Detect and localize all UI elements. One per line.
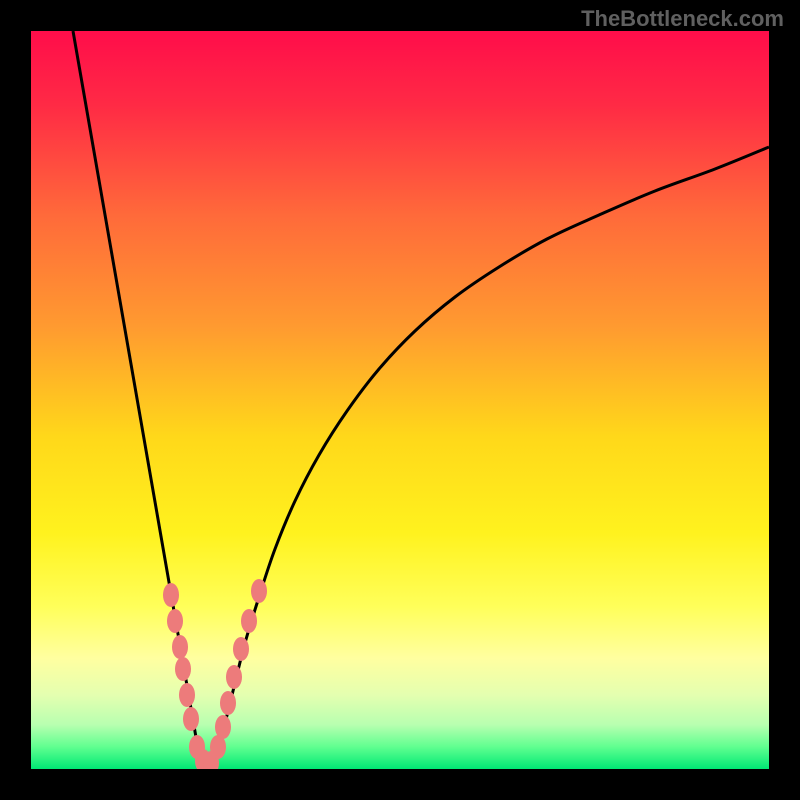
data-marker xyxy=(233,637,249,661)
data-marker xyxy=(167,609,183,633)
data-marker xyxy=(251,579,267,603)
data-marker xyxy=(179,683,195,707)
data-marker xyxy=(215,715,231,739)
data-marker xyxy=(226,665,242,689)
data-marker xyxy=(183,707,199,731)
data-marker xyxy=(163,583,179,607)
right-curve xyxy=(213,147,769,766)
data-marker xyxy=(241,609,257,633)
watermark-text: TheBottleneck.com xyxy=(581,6,784,32)
data-marker xyxy=(175,657,191,681)
curves-layer xyxy=(31,31,769,769)
plot-area xyxy=(31,31,769,769)
data-marker xyxy=(172,635,188,659)
chart-canvas: TheBottleneck.com xyxy=(0,0,800,800)
data-markers xyxy=(163,579,267,769)
data-marker xyxy=(220,691,236,715)
